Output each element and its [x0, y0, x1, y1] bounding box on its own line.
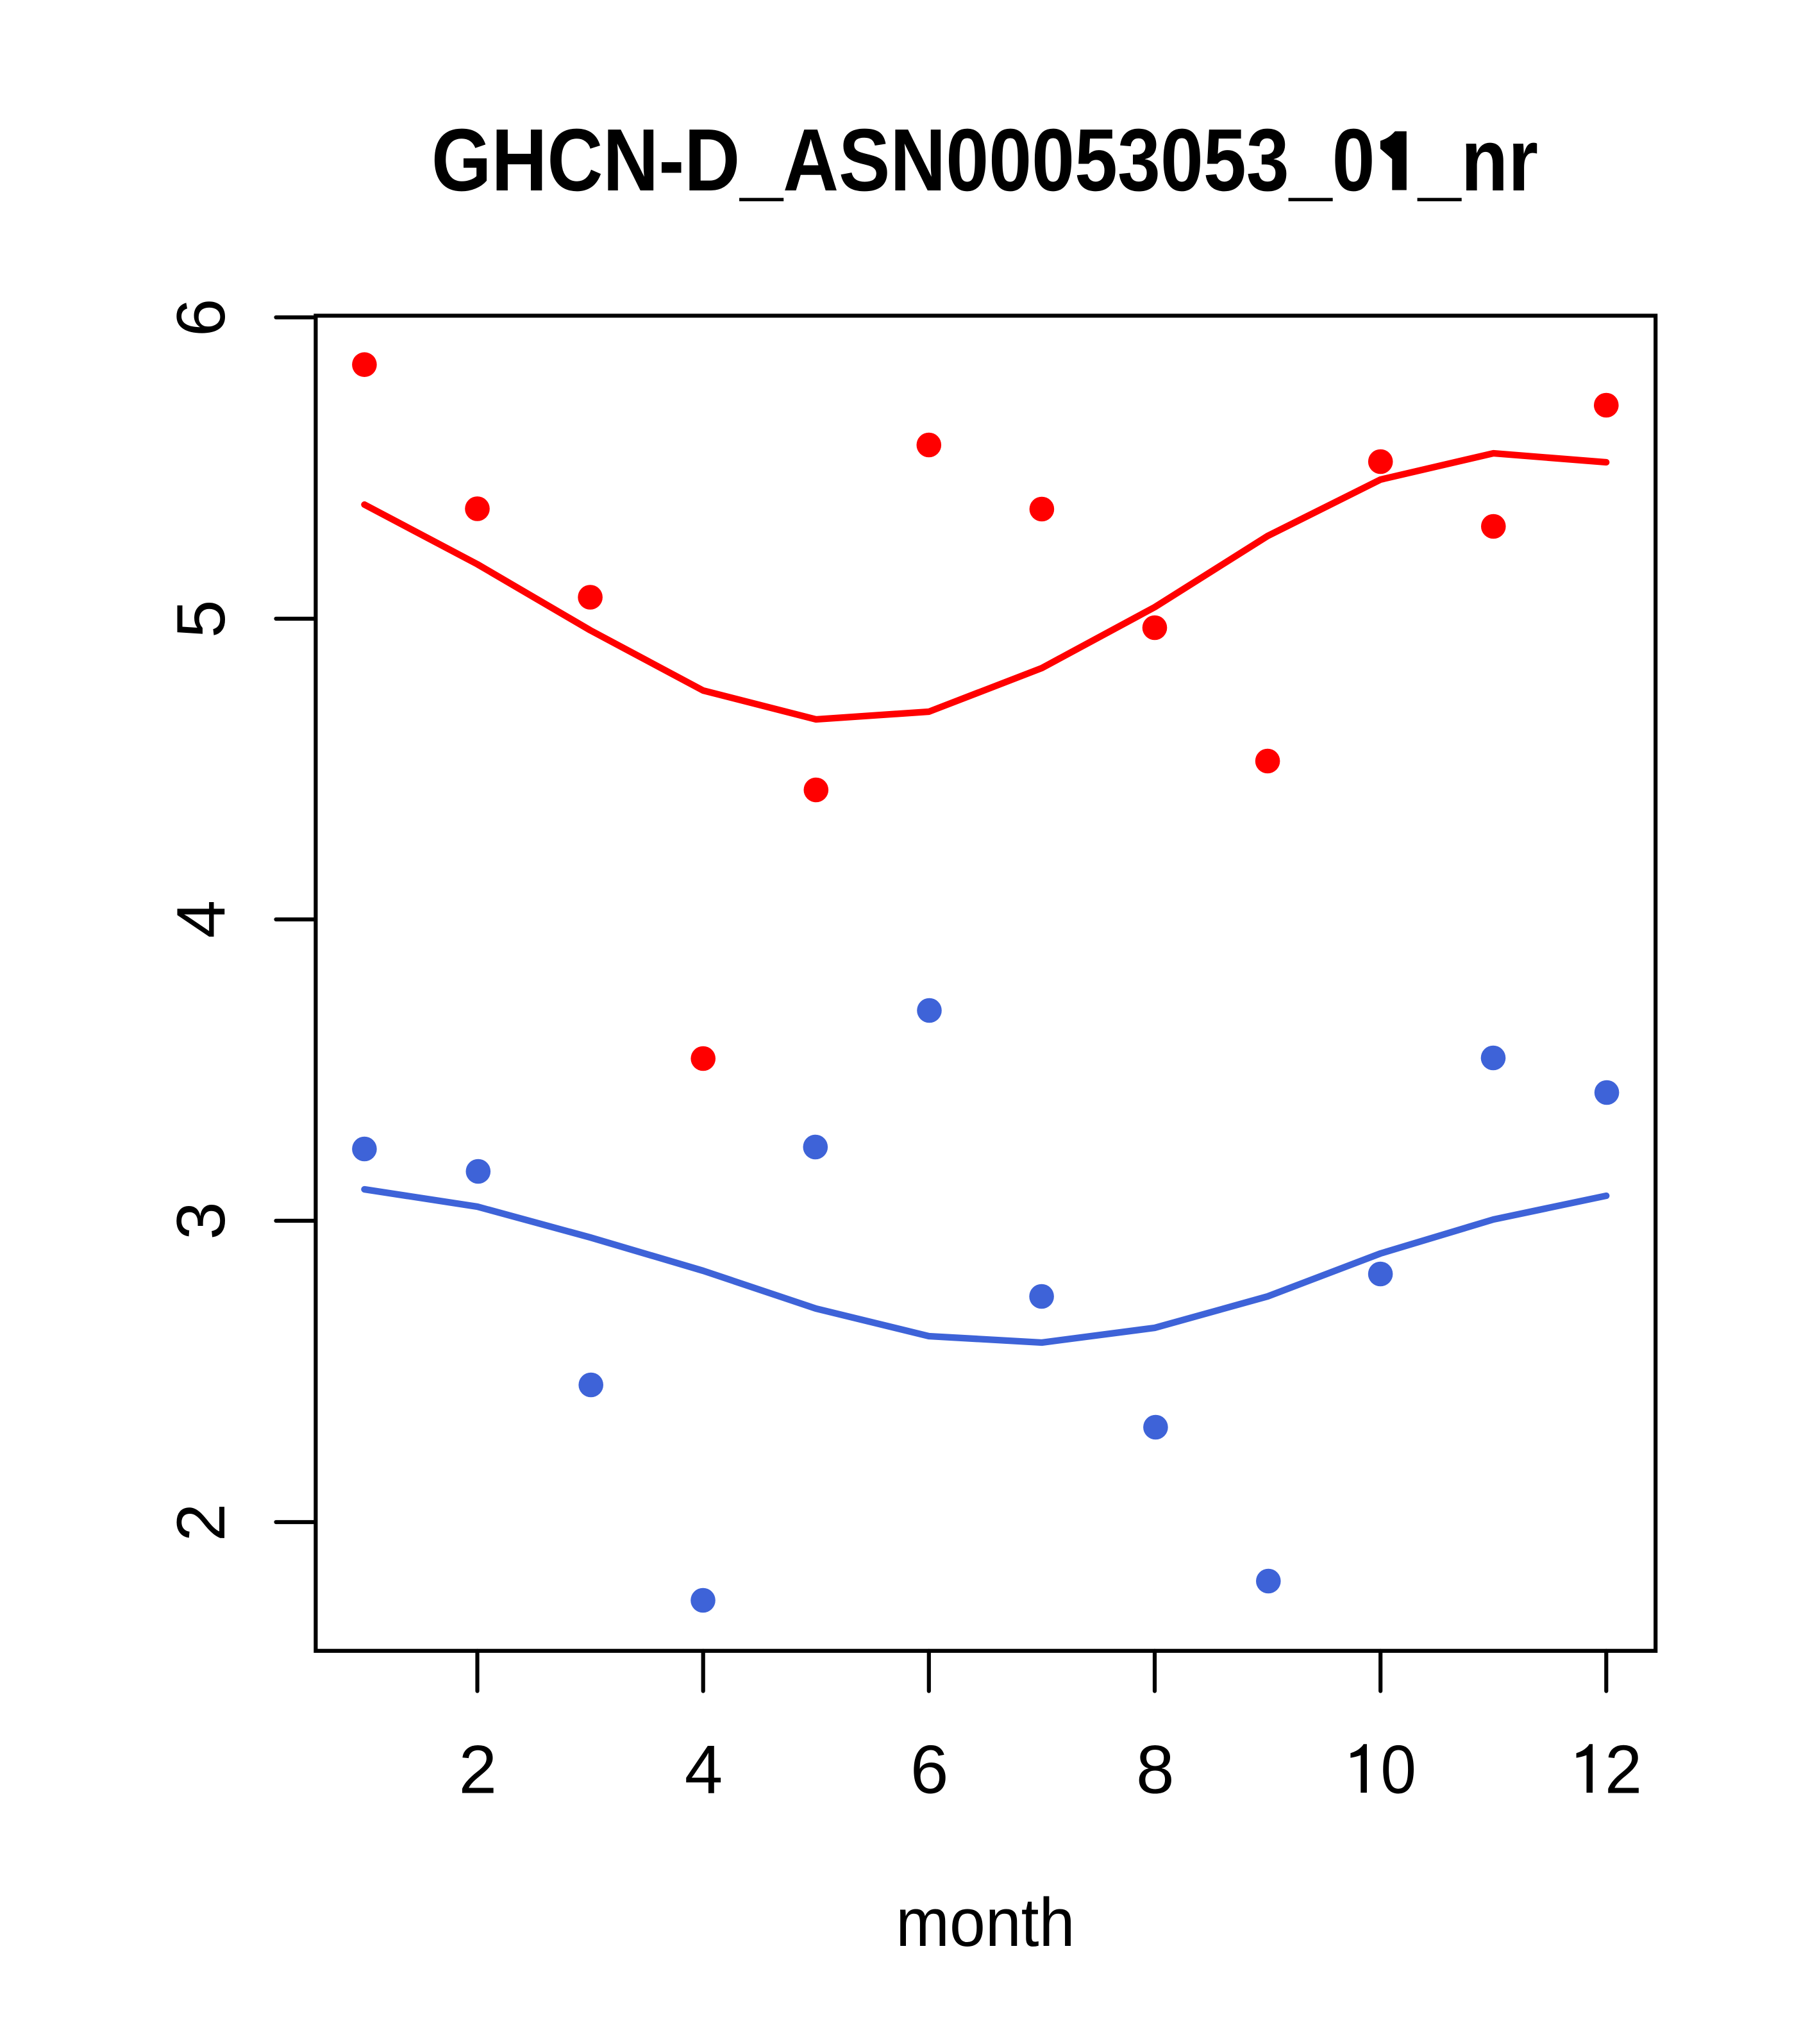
svg-text:2: 2 — [162, 1504, 239, 1542]
svg-text:_nr: _nr — [1417, 111, 1538, 209]
svg-text:2: 2 — [1605, 1731, 1642, 1807]
svg-text:month: month — [896, 1884, 1075, 1960]
svg-text:4: 4 — [162, 900, 239, 939]
svg-text:GHCN-D_ASN00053053_0: GHCN-D_ASN00053053_0 — [431, 111, 1375, 209]
svg-text:8: 8 — [1136, 1731, 1175, 1808]
svg-text:3: 3 — [162, 1202, 239, 1240]
svg-text:6: 6 — [162, 299, 239, 337]
svg-text:6: 6 — [910, 1731, 949, 1808]
svg-text:2: 2 — [459, 1731, 498, 1808]
svg-text:4: 4 — [685, 1731, 723, 1808]
svg-text:0: 0 — [1380, 1730, 1416, 1807]
svg-text:5: 5 — [162, 599, 239, 638]
